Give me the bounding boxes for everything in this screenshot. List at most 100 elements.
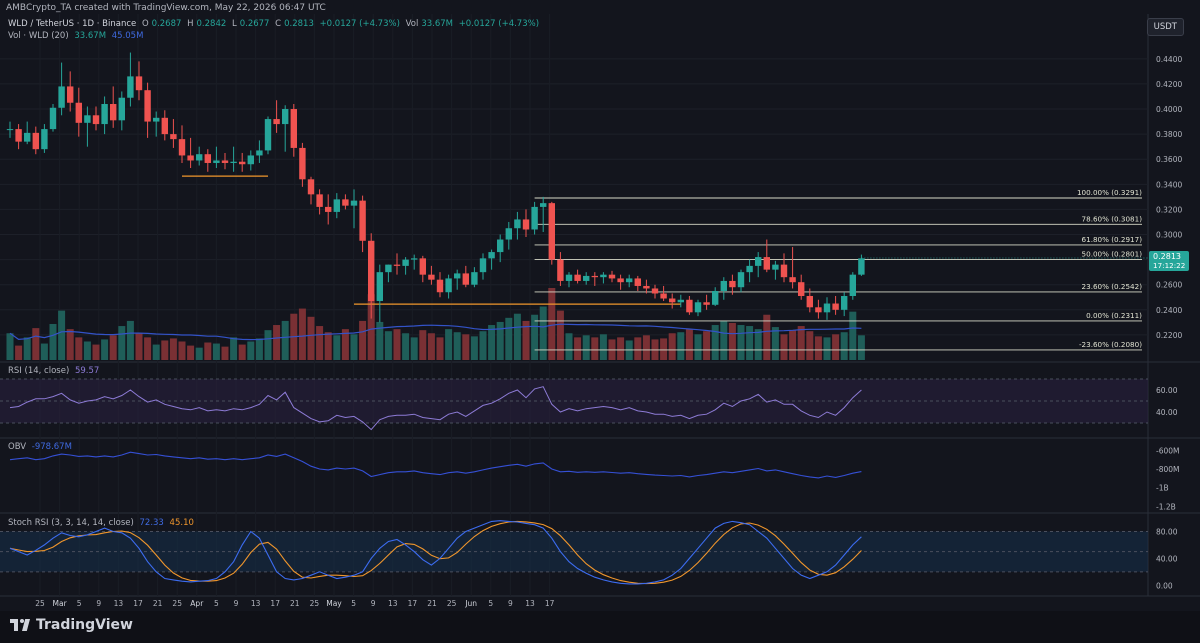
volume-bar <box>728 322 736 360</box>
candle-body <box>247 155 254 165</box>
candle-body <box>153 117 160 122</box>
volume-bar <box>789 330 797 360</box>
time-tick-label: 5 <box>351 599 356 608</box>
candle-body <box>393 264 401 266</box>
volume-bar <box>247 341 255 360</box>
volume-bar <box>814 336 822 360</box>
candle-body <box>755 257 762 266</box>
tradingview-logo[interactable]: TradingView <box>10 617 133 633</box>
candle-body <box>385 264 392 273</box>
candle-body <box>729 280 736 288</box>
candle-body <box>522 219 530 230</box>
volume-bar <box>92 344 100 360</box>
candle-body <box>651 288 659 294</box>
volume-label: Vol <box>405 19 419 29</box>
time-tick-label: Apr <box>190 599 204 608</box>
volume-bar <box>32 328 40 360</box>
candle-body <box>565 274 573 281</box>
candle-body <box>368 240 375 302</box>
candle-body <box>798 282 805 296</box>
volume-bar <box>58 310 66 360</box>
tradingview-brand: TradingView <box>36 617 133 633</box>
volume-bar <box>591 337 599 360</box>
obv-label: OBV <box>8 442 27 452</box>
stoch-k-line <box>9 520 862 585</box>
candle-body <box>316 194 323 207</box>
price-tick-label: 0.2400 <box>1156 306 1182 315</box>
time-tick-label: 13 <box>525 599 535 608</box>
symbol-name: WLD / TetherUS · 1D · Binance <box>8 19 137 29</box>
candle-body <box>196 154 203 161</box>
time-tick-label: 17 <box>270 599 280 608</box>
stoch-legend: Stoch RSI (3, 3, 14, 14, close) 72.33 45… <box>8 518 197 528</box>
volume-bar <box>513 313 521 360</box>
volume-bar <box>161 340 169 360</box>
candle-body <box>333 199 340 212</box>
candle-body <box>41 129 48 150</box>
candle-body <box>307 179 315 195</box>
price-tick-label: 0.3400 <box>1156 180 1182 189</box>
volume-bar <box>797 326 805 360</box>
time-tick-label: May <box>326 599 342 608</box>
volume-bar <box>169 338 177 360</box>
stoch-tick-label: 80.00 <box>1156 527 1178 536</box>
current-price-tag <box>1149 250 1189 271</box>
volume-ma-value-2: 45.05M <box>111 31 144 41</box>
candle-body <box>436 279 444 293</box>
volume-bar <box>453 332 461 360</box>
volume-bar <box>711 325 719 360</box>
time-tick-label: 5 <box>77 599 82 608</box>
time-tick-label: 25 <box>310 599 320 608</box>
low-label: L <box>231 19 237 29</box>
volume-bar <box>221 346 229 360</box>
rsi-tick-label: 40.00 <box>1156 408 1178 417</box>
candle-body <box>497 239 504 253</box>
price-tick-label: 0.4400 <box>1156 55 1182 64</box>
candle-body <box>694 302 702 313</box>
candle-body <box>204 154 211 163</box>
time-tick-label: 25 <box>35 599 45 608</box>
volume-bar <box>582 335 590 360</box>
candle-body <box>161 117 168 135</box>
volume-bar <box>23 337 31 360</box>
volume-bar <box>857 335 865 360</box>
volume-bar <box>83 341 91 360</box>
candle-body <box>170 134 177 140</box>
volume-bar <box>152 344 160 360</box>
volume-bar <box>298 308 306 360</box>
volume-bar <box>832 334 840 360</box>
stoch-tick-label: 0.00 <box>1156 581 1173 590</box>
volume-bar <box>187 345 195 360</box>
volume-ma-line <box>9 323 862 341</box>
candle-body <box>617 278 624 283</box>
volume-bar <box>763 314 771 360</box>
time-tick-label: 17 <box>545 599 555 608</box>
candle-body <box>411 258 418 260</box>
volume-bar <box>771 327 779 360</box>
volume-bar <box>462 334 470 360</box>
rsi-tick-label: 60.00 <box>1156 386 1178 395</box>
volume-bar <box>479 331 487 360</box>
time-tick-label: 25 <box>447 599 457 608</box>
chart-attribution: AMBCrypto_TA created with TradingView.co… <box>6 3 326 13</box>
close-value: 0.2813 <box>284 19 314 29</box>
candle-body <box>24 132 31 142</box>
volume-bar <box>522 320 530 360</box>
candle-body <box>488 252 495 259</box>
volume-bar <box>6 333 14 360</box>
candle-body <box>32 132 39 150</box>
time-tick-label: 17 <box>133 599 143 608</box>
price-tick-label: 0.3200 <box>1156 205 1182 214</box>
volume-bar <box>642 335 650 360</box>
volume-bar <box>634 337 642 360</box>
currency-button[interactable]: USDT <box>1146 18 1184 36</box>
time-tick-label: 21 <box>153 599 163 608</box>
candle-body <box>101 104 108 125</box>
candle-body <box>772 264 779 270</box>
volume-bar <box>75 337 83 360</box>
volume-change: +0.0127 (+4.73%) <box>458 19 540 29</box>
candle-body <box>608 274 616 279</box>
volume-bar <box>376 321 384 360</box>
rsi-band <box>0 379 1148 423</box>
